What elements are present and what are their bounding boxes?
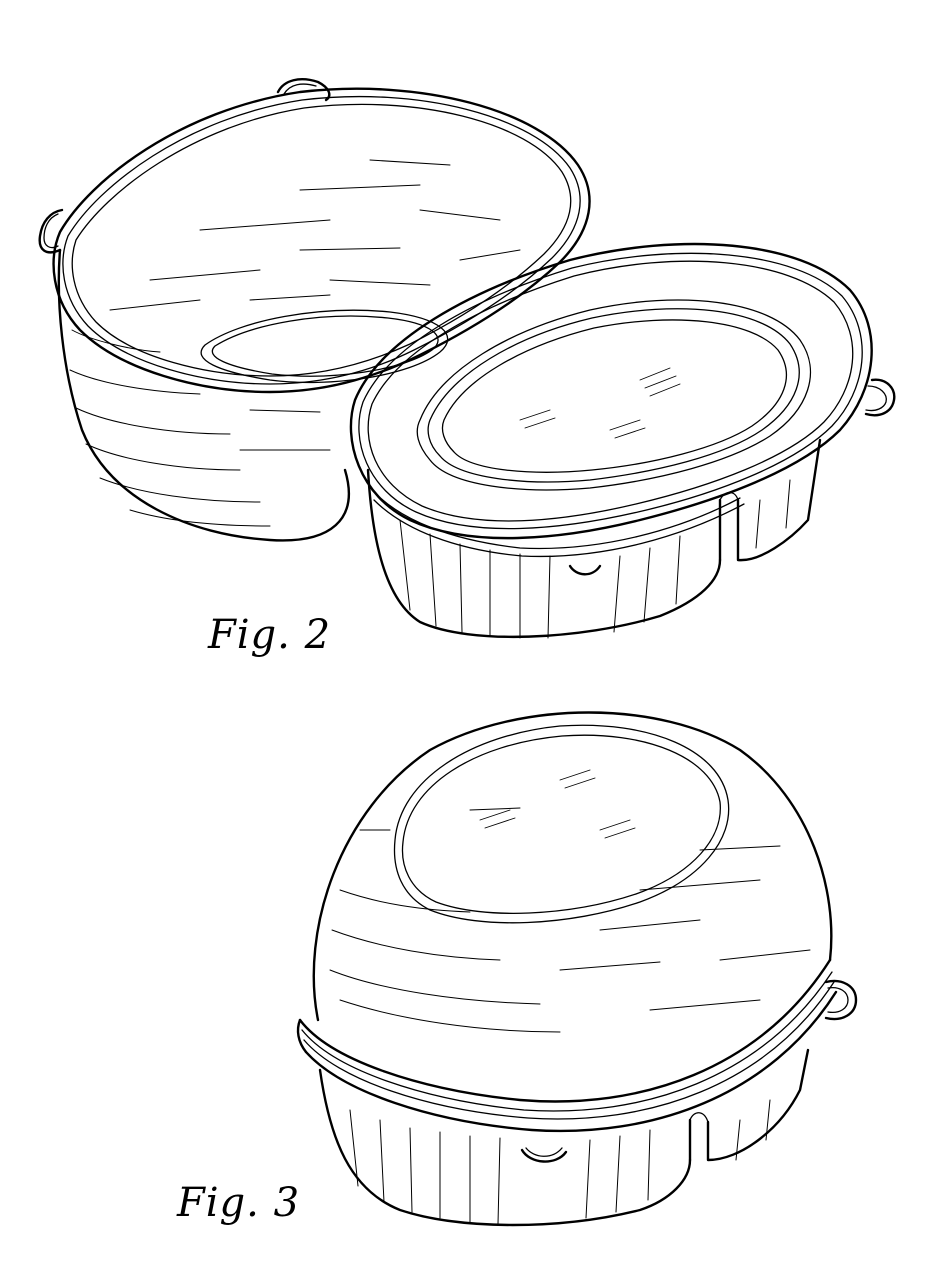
closed-container (298, 713, 856, 1226)
figure-2: Fig. 2 (0, 0, 938, 690)
figure-2-drawing (0, 0, 938, 690)
figure-3-drawing (0, 690, 938, 1287)
figure-2-caption: Fig. 2 (208, 612, 331, 658)
dome-outer-wall (59, 250, 349, 540)
tray-half (351, 244, 894, 638)
front-tab (570, 566, 600, 574)
figure-3-caption: Fig. 3 (177, 1180, 300, 1226)
figure-3: Fig. 3 (0, 690, 938, 1287)
left-tab (40, 210, 62, 252)
dome-outline (314, 713, 832, 1021)
open-dome-half (40, 79, 590, 540)
tray-body (368, 470, 720, 637)
